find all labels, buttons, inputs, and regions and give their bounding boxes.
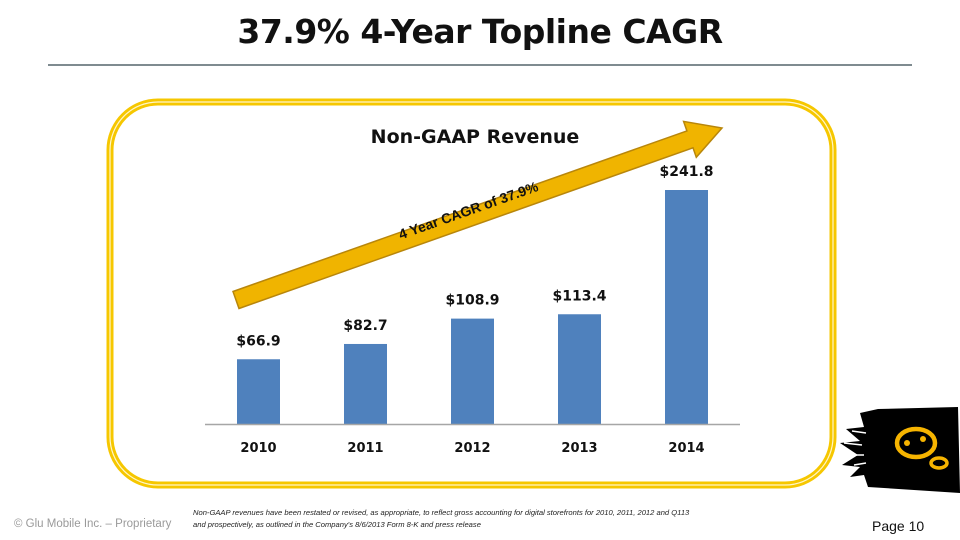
bar-2014 [665,190,708,424]
page-number: Page 10 [872,518,925,534]
bars-layer [237,190,708,424]
data-label: $241.8 [659,164,713,180]
data-label: $108.9 [445,293,499,309]
data-label: $113.4 [552,288,606,304]
logo-brush-streaks [843,430,867,466]
logo-eye-right [920,436,926,442]
bar-2012 [451,318,494,424]
bar-2010 [237,359,280,424]
cagr-arrow: 4 Year CAGR of 37.9% [232,120,724,310]
chart-title: Non-GAAP Revenue [370,126,580,148]
slide-title: 37.9% 4-Year Topline CAGR [237,12,723,51]
x-tick-label: 2014 [668,441,704,456]
glu-logo-icon [840,407,960,493]
footnote-line-2: and prospectively, as outlined in the Co… [193,520,481,529]
x-tick-label: 2011 [347,441,383,456]
x-tick-label: 2013 [561,441,597,456]
bar-2011 [344,343,387,424]
labels-layer: $66.9 2010 $82.7 2011 $108.9 2012 $113.4 2013 $2… [236,164,713,456]
copyright-notice: © Glu Mobile Inc. – Proprietary [14,518,172,530]
bar-2013 [558,314,601,424]
footnote-line-1: Non-GAAP revenues have been restated or … [193,508,690,517]
footnote: Non-GAAP revenues have been restated or … [193,507,793,531]
logo-face-ring [894,426,938,460]
title-divider [48,64,912,66]
data-label: $82.7 [343,318,387,334]
x-tick-label: 2010 [240,441,276,456]
logo-small-ring [929,456,949,470]
x-tick-label: 2012 [454,441,490,456]
logo-eye-left [904,440,910,446]
cagr-annotation: 4 Year CAGR of 37.9% [396,178,540,242]
frame-highlight-line [109,101,834,486]
cagr-arrow-shape [232,120,724,310]
data-label: $66.9 [236,333,280,349]
